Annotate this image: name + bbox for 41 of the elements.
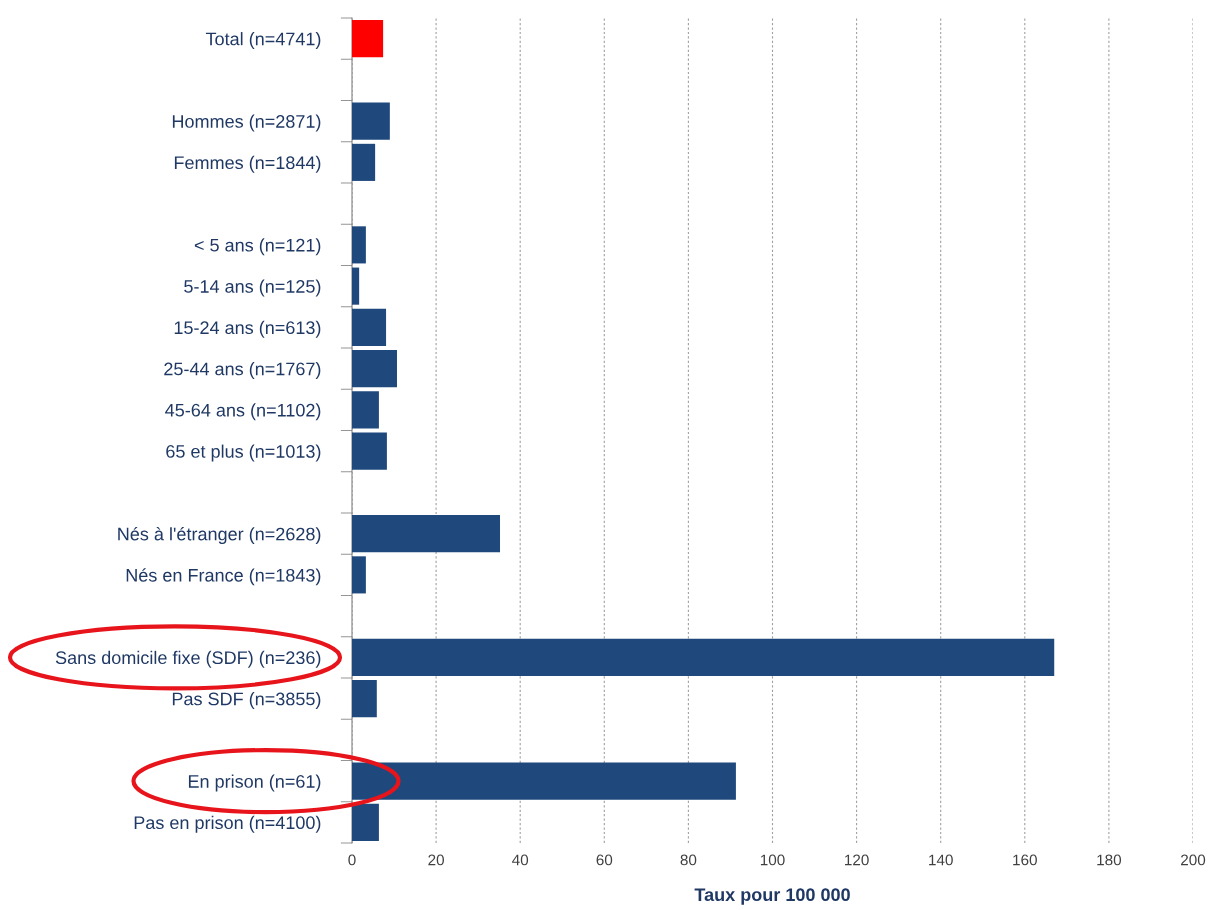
y-tick-label: 25-44 ans (n=1767) bbox=[164, 362, 321, 379]
y-tick-label: Pas en prison (n=4100) bbox=[134, 815, 321, 833]
y-tick-label: 15-24 ans (n=613) bbox=[174, 320, 321, 338]
y-tick-label: Sans domicile fixe (SDF) (n=236) bbox=[55, 650, 321, 668]
x-tick-label: 20 bbox=[428, 854, 444, 866]
bar bbox=[352, 20, 384, 58]
y-tick-label: Hommes (n=2871) bbox=[172, 114, 321, 132]
x-tick-label: 120 bbox=[845, 854, 869, 866]
bar bbox=[352, 226, 366, 264]
y-tick-label: Femmes (n=1844) bbox=[174, 155, 321, 173]
y-tick-label: En prison (n=61) bbox=[188, 774, 321, 792]
x-tick-label: 0 bbox=[348, 854, 356, 866]
bar bbox=[352, 803, 379, 841]
bar bbox=[352, 350, 397, 388]
x-tick-label: 100 bbox=[760, 854, 785, 866]
bar bbox=[352, 556, 366, 594]
bar bbox=[352, 308, 387, 346]
y-tick-label: 45-64 ans (n=1102) bbox=[165, 403, 321, 421]
y-tick-label: < 5 ans (n=121) bbox=[194, 238, 321, 256]
y-tick-label: 5-14 ans (n=125) bbox=[184, 279, 321, 297]
bar bbox=[352, 102, 390, 140]
x-tick-label: 60 bbox=[596, 854, 613, 866]
x-tick-label: 200 bbox=[1181, 854, 1206, 866]
x-tick-label: 180 bbox=[1097, 854, 1122, 866]
y-tick-label: Pas SDF (n=3855) bbox=[172, 692, 321, 709]
x-axis-title: Taux pour 100 000 bbox=[694, 888, 850, 905]
x-tick-label: 80 bbox=[680, 854, 697, 866]
y-tick-label: Nés en France (n=1843) bbox=[126, 568, 321, 586]
y-tick-label: Total (n=4741) bbox=[205, 32, 321, 49]
bar bbox=[352, 432, 387, 470]
x-tick-label: 40 bbox=[512, 854, 529, 866]
y-tick-label: Nés à l'étranger (n=2628) bbox=[118, 526, 321, 545]
bar bbox=[352, 143, 376, 181]
x-tick-label: 140 bbox=[929, 854, 953, 866]
bar bbox=[352, 391, 379, 429]
bar bbox=[352, 267, 360, 305]
bar bbox=[352, 638, 1055, 676]
y-tick-label: 65 et plus (n=1013) bbox=[166, 444, 321, 462]
bar bbox=[352, 680, 377, 718]
bar bbox=[352, 515, 501, 553]
x-tick-label: 160 bbox=[1013, 854, 1037, 866]
